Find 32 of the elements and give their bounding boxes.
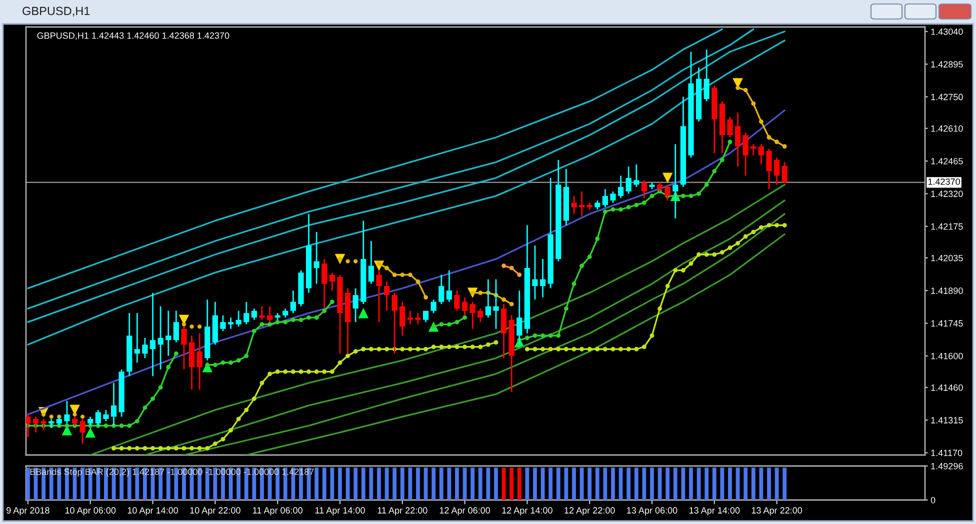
y-tick-label: 1.41890	[931, 288, 963, 294]
x-tick-label: 11 Apr 22:00	[378, 507, 428, 516]
y-tick-label: 1.42465	[931, 158, 963, 164]
y-tick-label: 1.42035	[931, 254, 963, 262]
y-tick-label: 1.41745	[931, 320, 963, 327]
x-tick-label: 10 Apr 06:00	[65, 507, 116, 516]
text: GBPUSD,H1 1.42443 1.42460 1.42368 1.42370	[37, 32, 230, 40]
y-tick-label: 1.42750	[931, 94, 963, 100]
y-tick-label: 1.43040	[931, 28, 963, 35]
y-tick-label: 1.41600	[931, 352, 963, 360]
x-tick-label: 10 Apr 22:00	[190, 507, 240, 516]
y-tick-label: 1.42175	[931, 223, 963, 230]
y-tick-label: 1.42610	[931, 125, 963, 132]
x-tick-label: 12 Apr 06:00	[440, 507, 490, 516]
text: GBPUSD,H1	[22, 6, 90, 17]
x-tick-label: 10 Apr 14:00	[128, 507, 178, 516]
y-tick-label: 0	[930, 496, 936, 504]
x-tick-label: 13 Apr 22:00	[752, 507, 802, 516]
x-tick-label: 9 Apr 2018	[6, 507, 50, 516]
y-tick-label: 1.41460	[931, 384, 963, 391]
x-tick-label: 12 Apr 14:00	[502, 507, 552, 516]
y-tick-label: 1.41170	[931, 450, 962, 456]
x-tick-label: 11 Apr 14:00	[315, 507, 365, 516]
x-tick-label: 11 Apr 06:00	[252, 507, 302, 516]
x-tick-label: 12 Apr 22:00	[564, 507, 615, 516]
y-tick-label: 1.42895	[931, 61, 963, 68]
y-tick-label: 1.49296	[931, 462, 963, 470]
y-tick-label: 1.41315	[931, 417, 963, 424]
x-tick-label: 13 Apr 14:00	[689, 507, 740, 516]
x-tick-label: 13 Apr 06:00	[627, 507, 678, 516]
ref-line-label: 1.42370	[928, 178, 960, 185]
y-tick-label: 1.42320	[931, 190, 963, 198]
